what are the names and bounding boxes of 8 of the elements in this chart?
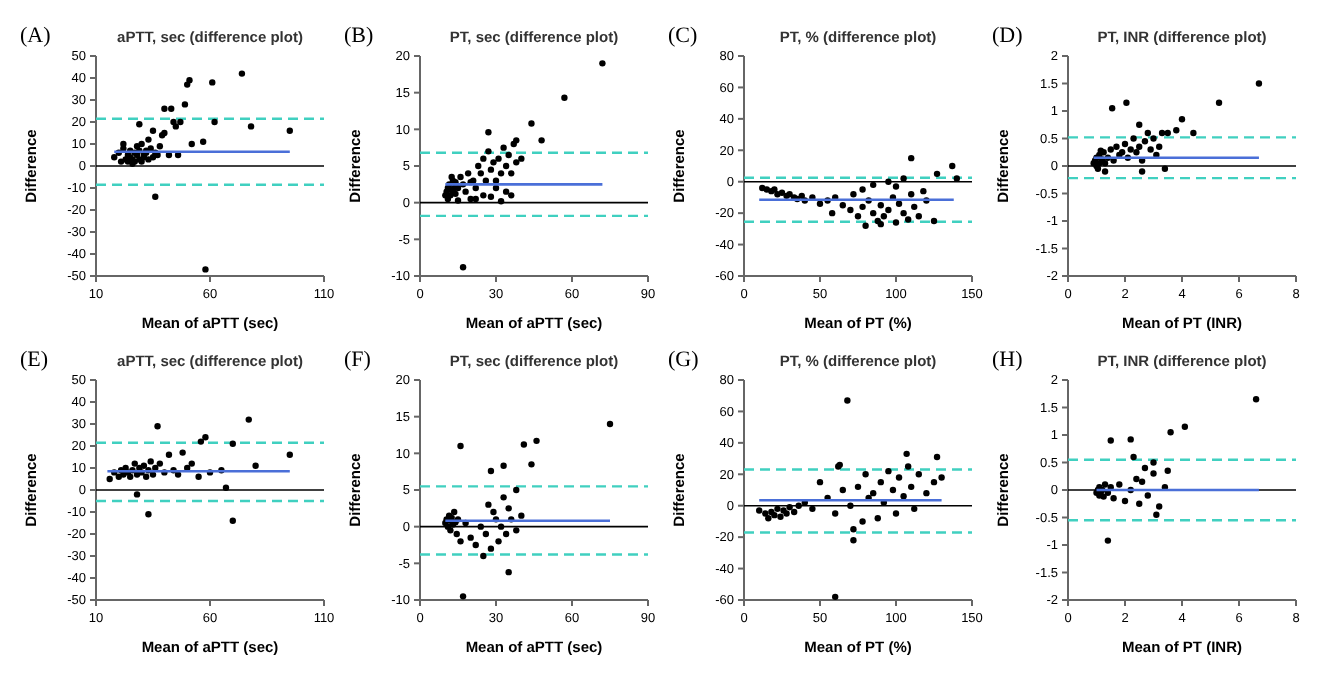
text: (A)	[20, 24, 52, 48]
text: (C)	[668, 24, 698, 48]
text: (B)	[344, 24, 374, 48]
text: (F)	[344, 348, 372, 372]
text: (H)	[992, 348, 1024, 372]
text: (D)	[992, 24, 1024, 48]
text: (E)	[20, 348, 49, 372]
text: (G)	[668, 348, 700, 372]
